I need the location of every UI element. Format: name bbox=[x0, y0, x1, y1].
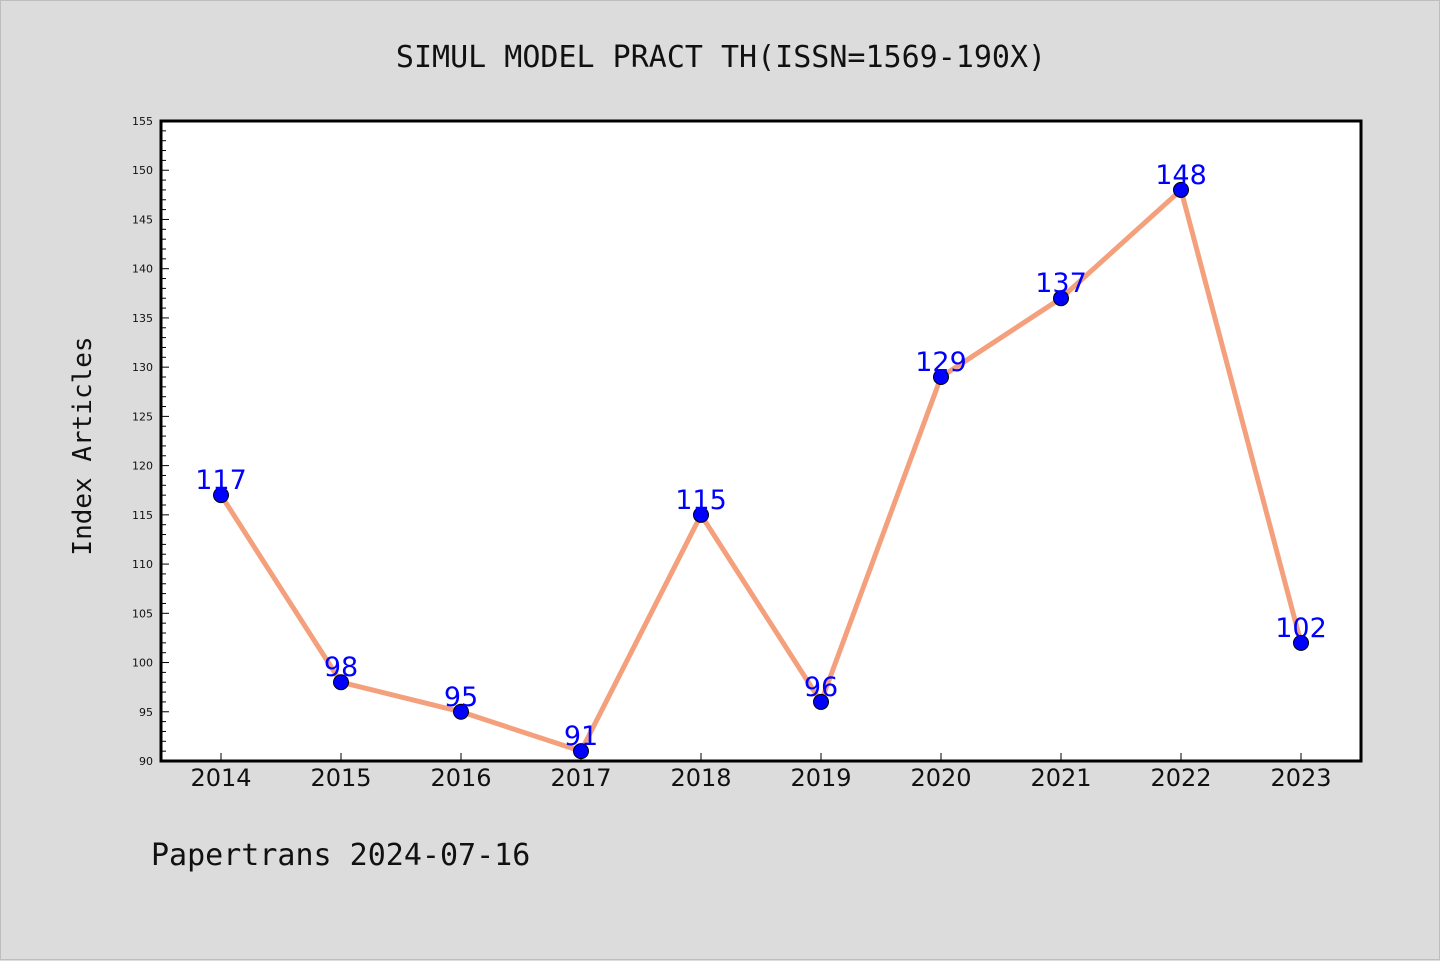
y-tick-label: 90 bbox=[139, 755, 153, 768]
data-label: 137 bbox=[1035, 268, 1087, 299]
x-tick-label: 2022 bbox=[1150, 764, 1211, 792]
plot-area bbox=[161, 121, 1361, 761]
data-label: 96 bbox=[804, 672, 838, 703]
data-label: 102 bbox=[1275, 613, 1327, 644]
series-line bbox=[218, 187, 1304, 754]
data-point bbox=[213, 487, 229, 504]
plot-border bbox=[159, 119, 1363, 763]
data-point bbox=[333, 674, 349, 691]
points-layer bbox=[213, 181, 1309, 760]
x-tick-label: 2018 bbox=[670, 764, 731, 792]
data-labels-layer: 117 98 95 91 115 96 129 137 148 102 bbox=[195, 160, 1327, 752]
y-tick-label: 120 bbox=[132, 460, 153, 473]
y-tick-label: 95 bbox=[139, 706, 153, 719]
y-tick-label: 100 bbox=[132, 657, 153, 670]
y-tick-label: 155 bbox=[132, 115, 153, 128]
y-tick-label: 115 bbox=[132, 509, 153, 522]
data-point bbox=[1293, 634, 1309, 651]
data-point bbox=[813, 693, 829, 710]
data-label: 129 bbox=[915, 347, 967, 378]
x-axis-ticks: 2014 2015 2016 2017 2018 2019 2020 2021 2022 2023 bbox=[190, 753, 1332, 792]
data-point bbox=[693, 506, 709, 523]
data-point bbox=[573, 743, 589, 760]
x-tick-label: 2019 bbox=[790, 764, 851, 792]
chart-title: SIMUL MODEL PRACT TH(ISSN=1569-190X) bbox=[396, 40, 1046, 75]
x-tick-label: 2015 bbox=[310, 764, 371, 792]
y-tick-label: 140 bbox=[132, 263, 153, 276]
y-axis-ticks: 90 95 100 105 110 115 120 125 130 135 140 145 150 155 bbox=[132, 115, 169, 768]
data-label: 148 bbox=[1155, 160, 1207, 191]
x-tick-label: 2021 bbox=[1030, 764, 1091, 792]
y-tick-label: 150 bbox=[132, 164, 153, 177]
y-tick-label: 130 bbox=[132, 361, 153, 374]
data-label: 117 bbox=[195, 465, 247, 496]
y-tick-label: 105 bbox=[132, 607, 153, 620]
data-label: 91 bbox=[564, 721, 598, 752]
data-point bbox=[1173, 181, 1189, 198]
x-tick-label: 2020 bbox=[910, 764, 971, 792]
y-tick-label: 110 bbox=[132, 558, 153, 571]
x-tick-label: 2017 bbox=[550, 764, 611, 792]
y-tick-label: 125 bbox=[132, 410, 153, 423]
data-label: 115 bbox=[675, 485, 727, 516]
y-tick-label: 135 bbox=[132, 312, 153, 325]
data-label: 95 bbox=[444, 682, 478, 713]
series-layer bbox=[218, 187, 1304, 754]
x-tick-label: 2023 bbox=[1270, 764, 1331, 792]
x-tick-label: 2016 bbox=[430, 764, 491, 792]
y-tick-label: 145 bbox=[132, 213, 153, 226]
footer-caption: Papertrans 2024-07-16 bbox=[151, 838, 530, 873]
data-point bbox=[453, 703, 469, 720]
data-label: 98 bbox=[324, 652, 358, 683]
x-tick-label: 2014 bbox=[190, 764, 251, 792]
y-axis-label: Index Articles bbox=[68, 336, 98, 555]
data-point bbox=[933, 369, 949, 385]
data-point bbox=[1053, 290, 1069, 307]
